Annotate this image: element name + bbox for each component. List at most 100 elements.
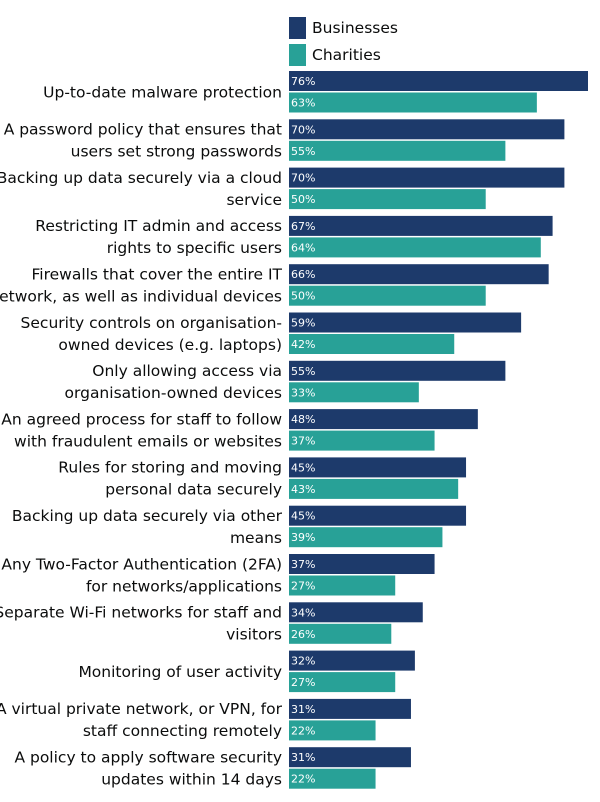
category-label-line: An agreed process for staff to follow xyxy=(1,410,282,428)
category-label-line: staff connecting remotely xyxy=(83,722,282,740)
data-label-charities: 42% xyxy=(291,338,315,351)
data-label-charities: 55% xyxy=(291,145,315,158)
category-label: An agreed process for staff to follow wit… xyxy=(1,410,282,450)
bar-businesses xyxy=(289,698,411,719)
data-label-charities: 50% xyxy=(291,290,315,303)
category-label-line: Up-to-date malware protection xyxy=(43,83,282,101)
data-label-charities: 63% xyxy=(291,97,315,110)
category-label: Monitoring of user activity xyxy=(78,663,282,681)
bar-charities xyxy=(289,623,392,644)
bar-charities xyxy=(289,575,396,596)
bar-charities xyxy=(289,334,455,354)
category-label-line: Security controls on organisation- xyxy=(21,314,282,332)
bar-charities xyxy=(289,478,459,499)
data-label-charities: 26% xyxy=(291,628,315,641)
bar-charities xyxy=(289,382,419,403)
category-label: Rules for storing and moving personal dat… xyxy=(58,459,282,499)
data-label-charities: 50% xyxy=(291,193,315,206)
bar-group: Backing up data securely via other means 4… xyxy=(12,505,467,548)
category-label-line: for networks/applications xyxy=(86,577,282,595)
data-label-charities: 39% xyxy=(291,531,315,544)
category-label: Separate Wi-Fi networks for staff and vis… xyxy=(0,604,282,644)
bar-group: A password policy that ensures that users… xyxy=(4,119,565,161)
data-label-businesses: 31% xyxy=(291,751,315,764)
data-label-charities: 64% xyxy=(291,241,315,254)
category-label: A policy to apply software security updat… xyxy=(14,748,282,788)
data-label-charities: 43% xyxy=(291,483,315,496)
bar-group: Restricting IT admin and access rights to… xyxy=(35,215,553,258)
category-label-line: rights to specific users xyxy=(107,239,282,257)
data-label-businesses: 45% xyxy=(291,461,315,474)
bar-businesses xyxy=(289,264,549,285)
category-label-line: Monitoring of user activity xyxy=(78,663,282,681)
category-label-line: Restricting IT admin and access xyxy=(35,217,282,235)
category-label: Backing up data securely via a cloud serv… xyxy=(0,169,282,209)
bar-businesses xyxy=(289,360,506,381)
data-label-businesses: 67% xyxy=(291,220,315,233)
category-label-line: Firewalls that cover the entire IT xyxy=(31,265,282,283)
category-label-line: updates within 14 days xyxy=(101,770,282,788)
bar-group: Backing up data securely via a cloud serv… xyxy=(0,167,565,210)
category-label-line: organisation-owned devices xyxy=(65,384,282,402)
data-label-businesses: 55% xyxy=(291,365,315,378)
data-label-charities: 22% xyxy=(291,724,315,737)
bar-group: A virtual private network, or VPN, for st… xyxy=(0,698,411,741)
bar-charities xyxy=(289,140,506,161)
data-label-charities: 33% xyxy=(291,386,315,399)
legend-swatch-businesses xyxy=(289,17,306,39)
bar-businesses xyxy=(289,409,478,430)
bar-group: Firewalls that cover the entire IT networ… xyxy=(0,264,549,306)
bar-group: Separate Wi-Fi networks for staff and vis… xyxy=(0,602,423,644)
category-label-line: Backing up data securely via a cloud xyxy=(0,169,282,187)
bar-charities xyxy=(289,768,376,789)
bar-charities xyxy=(289,92,537,113)
bar-group: Monitoring of user activity 32% 27% xyxy=(78,650,415,693)
data-label-businesses: 37% xyxy=(291,558,315,571)
category-label: Any Two-Factor Authentication (2FA) for n… xyxy=(1,555,282,595)
category-label-line: service xyxy=(226,191,282,209)
bar-group: Up-to-date malware protection 76% 63% xyxy=(43,71,588,113)
data-label-businesses: 48% xyxy=(291,413,315,426)
bar-businesses xyxy=(289,71,588,91)
data-label-charities: 37% xyxy=(291,435,315,448)
category-label-line: owned devices (e.g. laptops) xyxy=(58,336,282,354)
bar-businesses xyxy=(289,602,423,623)
bar-charities xyxy=(289,189,486,210)
bar-businesses xyxy=(289,167,565,188)
category-label-line: A virtual private network, or VPN, for xyxy=(0,700,283,718)
data-label-businesses: 45% xyxy=(291,510,315,523)
data-label-businesses: 34% xyxy=(291,606,315,619)
category-label-line: Any Two-Factor Authentication (2FA) xyxy=(1,555,282,573)
bar-charities xyxy=(289,720,376,741)
category-label-line: users set strong passwords xyxy=(71,143,282,161)
data-label-businesses: 70% xyxy=(291,172,315,185)
category-label-line: means xyxy=(230,529,282,547)
bar-charities xyxy=(289,672,396,693)
data-label-charities: 27% xyxy=(291,580,315,593)
data-label-businesses: 70% xyxy=(291,123,315,136)
bar-charities xyxy=(289,285,486,306)
bar-businesses xyxy=(289,505,467,526)
category-label-line: Backing up data securely via other xyxy=(12,507,283,525)
category-label-line: with fraudulent emails or websites xyxy=(14,432,282,450)
category-label: Backing up data securely via other means xyxy=(12,507,283,547)
bar-group: An agreed process for staff to follow wit… xyxy=(1,409,478,451)
category-label-line: A password policy that ensures that xyxy=(4,121,282,139)
data-label-businesses: 31% xyxy=(291,703,315,716)
category-label: Restricting IT admin and access rights to… xyxy=(35,217,282,257)
bar-businesses xyxy=(289,312,522,333)
category-label-line: Only allowing access via xyxy=(92,362,282,380)
bar-charities xyxy=(289,430,435,451)
bar-group: Any Two-Factor Authentication (2FA) for n… xyxy=(1,554,435,596)
legend-label-charities: Charities xyxy=(312,46,381,64)
data-label-charities: 27% xyxy=(291,676,315,689)
category-label-line: Rules for storing and moving xyxy=(58,459,282,477)
category-label: A virtual private network, or VPN, for st… xyxy=(0,700,283,740)
bar-businesses xyxy=(289,119,565,140)
data-label-businesses: 59% xyxy=(291,317,315,330)
data-label-charities: 22% xyxy=(291,773,315,786)
category-label-line: visitors xyxy=(226,626,282,644)
legend-swatch-charities xyxy=(289,44,306,66)
legend-label-businesses: Businesses xyxy=(312,19,398,37)
bar-businesses xyxy=(289,554,435,574)
